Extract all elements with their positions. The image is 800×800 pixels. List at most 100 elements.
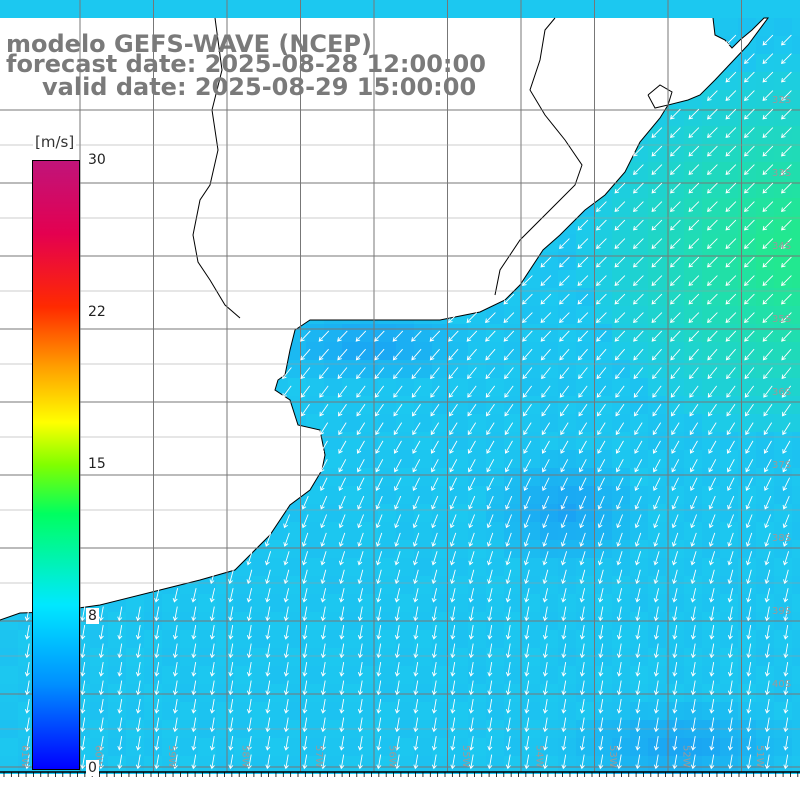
wind-arrow — [411, 367, 422, 380]
wind-arrow — [707, 201, 718, 212]
wind-arrow — [522, 385, 533, 398]
wind-arrow — [707, 108, 718, 120]
wind-arrow — [614, 201, 626, 212]
ocean-cell — [396, 522, 414, 540]
wind-arrow — [744, 53, 755, 64]
wind-arrow — [764, 662, 770, 677]
wind-arrow — [80, 606, 86, 622]
wind-arrow — [783, 606, 789, 622]
wind-arrow — [598, 717, 604, 733]
wind-arrow — [209, 754, 215, 770]
ocean-cell — [630, 432, 648, 450]
wind-arrow — [781, 367, 792, 380]
ocean-cell — [576, 648, 594, 666]
ocean-cell — [648, 594, 666, 612]
ocean-cell — [432, 648, 450, 666]
wind-arrow — [689, 403, 699, 417]
ocean-cell — [558, 630, 576, 648]
wind-arrow — [505, 736, 511, 751]
wind-arrow — [265, 699, 271, 714]
wind-arrow — [709, 569, 715, 585]
wind-arrow — [117, 662, 123, 677]
ocean-cell — [774, 756, 792, 774]
ocean-cell — [666, 486, 684, 504]
ocean-cell — [468, 342, 486, 360]
wind-arrow — [744, 219, 755, 231]
ocean-cell — [648, 468, 666, 486]
wind-arrow — [690, 532, 697, 547]
wind-arrow — [339, 680, 345, 696]
ocean-cell — [486, 630, 504, 648]
ocean-cell — [270, 630, 288, 648]
ocean-cell — [666, 540, 684, 558]
wind-arrow — [670, 330, 681, 342]
ocean-cell — [648, 540, 666, 558]
ocean-cell — [522, 648, 540, 666]
ocean-cell — [342, 414, 360, 432]
wind-arrow — [357, 514, 365, 529]
ocean-cell — [594, 432, 612, 450]
ocean-cell — [720, 756, 738, 774]
ocean-cell — [702, 504, 720, 522]
wind-arrow — [80, 643, 86, 659]
wind-arrow — [745, 532, 753, 547]
wind-arrow — [24, 643, 30, 659]
wind-arrow — [375, 440, 384, 454]
wind-arrow — [651, 127, 663, 138]
ocean-cell — [342, 522, 360, 540]
ocean-cell — [594, 684, 612, 702]
wind-arrow — [135, 717, 141, 733]
wind-arrow — [117, 736, 123, 751]
ocean-cell — [666, 594, 684, 612]
ocean-cell — [774, 684, 792, 702]
wind-arrow — [616, 477, 624, 492]
wind-arrow — [560, 459, 569, 473]
wind-arrow — [781, 182, 792, 194]
wind-arrow — [725, 90, 737, 101]
ocean-cell — [684, 522, 702, 540]
ocean-cell — [648, 360, 666, 378]
ocean-cell — [738, 630, 756, 648]
wind-arrow — [690, 569, 697, 585]
wind-arrow — [633, 201, 644, 212]
wind-arrow — [523, 459, 532, 473]
ocean-cell — [180, 666, 198, 684]
ocean-cell — [324, 432, 342, 450]
ocean-cell — [360, 576, 378, 594]
ocean-cell — [180, 756, 198, 774]
lat-label: 33S — [772, 168, 791, 179]
wind-arrow — [651, 145, 663, 157]
ocean-cell — [360, 486, 378, 504]
wind-arrow — [191, 588, 197, 603]
ocean-cell — [468, 450, 486, 468]
ocean-cell — [378, 594, 396, 612]
wind-arrow — [783, 662, 789, 677]
ocean-cell — [522, 504, 540, 522]
ocean-cell — [306, 738, 324, 756]
wind-arrow — [744, 145, 755, 157]
wind-arrow — [449, 532, 457, 547]
wind-arrow — [413, 736, 419, 751]
wind-arrow — [561, 662, 567, 677]
wind-arrow — [709, 717, 715, 733]
ocean-cell — [612, 216, 630, 234]
wind-arrow — [246, 717, 252, 733]
wind-arrow — [707, 90, 718, 101]
ocean-cell — [702, 450, 720, 468]
wind-arrow — [707, 293, 718, 305]
wind-arrow — [228, 662, 234, 677]
wind-arrow — [283, 606, 289, 622]
ocean-cell — [648, 558, 666, 576]
ocean-cell — [252, 648, 270, 666]
wind-arrow — [745, 422, 754, 436]
wind-arrow — [559, 312, 570, 323]
ocean-cell — [342, 432, 360, 450]
ocean-cell — [648, 486, 666, 504]
wind-arrow — [80, 699, 86, 714]
ocean-cell — [288, 666, 306, 684]
wind-arrow — [763, 403, 773, 417]
wind-arrow — [394, 495, 402, 510]
ocean-cell — [702, 90, 720, 108]
ocean-cell — [702, 324, 720, 342]
wind-arrow — [540, 348, 551, 361]
